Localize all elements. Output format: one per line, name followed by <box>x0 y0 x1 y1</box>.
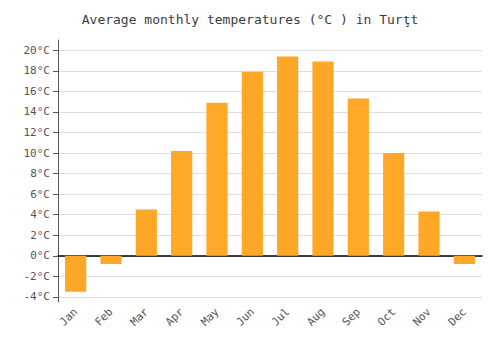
svg-text:0°C: 0°C <box>30 249 50 262</box>
svg-text:Dec: Dec <box>446 305 469 328</box>
svg-text:14°C: 14°C <box>24 105 51 118</box>
svg-text:Aug: Aug <box>304 305 327 328</box>
svg-text:Feb: Feb <box>92 305 115 328</box>
svg-text:Nov: Nov <box>410 305 433 328</box>
svg-text:16°C: 16°C <box>24 85 51 98</box>
svg-text:Apr: Apr <box>163 305 186 328</box>
svg-text:May: May <box>198 305 221 328</box>
svg-text:Jul: Jul <box>269 305 292 328</box>
svg-text:Jan: Jan <box>57 305 80 328</box>
svg-text:2°C: 2°C <box>30 229 50 242</box>
svg-text:18°C: 18°C <box>24 64 51 77</box>
svg-text:12°C: 12°C <box>24 126 51 139</box>
svg-text:Jun: Jun <box>234 305 257 328</box>
svg-text:-4°C: -4°C <box>24 290 51 303</box>
svg-text:Oct: Oct <box>375 305 398 328</box>
svg-text:10°C: 10°C <box>24 147 51 160</box>
svg-text:Mar: Mar <box>128 305 151 328</box>
svg-text:4°C: 4°C <box>30 208 50 221</box>
svg-text:Average monthly temperatures (: Average monthly temperatures (°C ) in Tu… <box>82 12 419 27</box>
svg-text:8°C: 8°C <box>30 167 50 180</box>
svg-text:20°C: 20°C <box>24 44 51 57</box>
svg-text:6°C: 6°C <box>30 188 50 201</box>
svg-text:Sep: Sep <box>340 305 363 328</box>
svg-text:-2°C: -2°C <box>24 270 51 283</box>
